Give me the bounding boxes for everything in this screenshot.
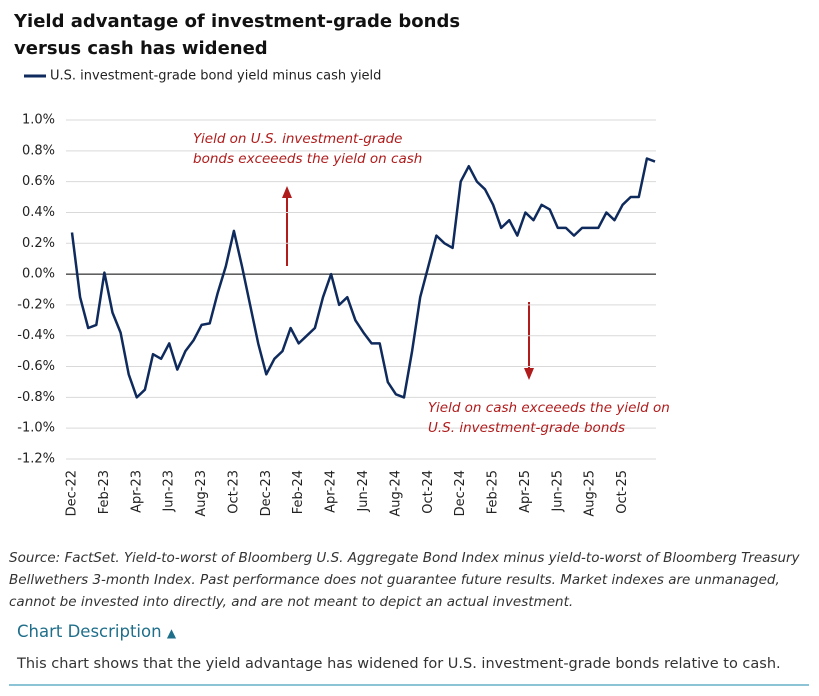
x-tick-label: Oct-25 [615, 470, 630, 514]
y-tick-label: 0.8% [22, 143, 55, 158]
annotation: U.S. investment-grade bonds [428, 420, 625, 436]
divider [9, 684, 809, 686]
annotation: Yield on cash exceeeds the yield on [428, 400, 670, 416]
y-tick-label: 1.0% [22, 113, 55, 128]
x-tick-label: Apr-24 [324, 470, 339, 513]
y-tick-label: -0.2% [17, 297, 55, 312]
y-tick-label: 0.2% [22, 236, 55, 251]
x-tick-label: Jun-25 [550, 470, 565, 513]
y-tick-label: 0.4% [22, 205, 55, 220]
legend-label: U.S. investment-grade bond yield minus c… [50, 69, 381, 84]
x-tick-label: Feb-24 [291, 470, 306, 514]
series-line [70, 157, 656, 399]
chart: -1.2% -1.0% -0.8% -0.6% -0.4% -0.2% 0.0% 0.2% 0.… [17, 69, 670, 517]
x-tick-label: Apr-25 [518, 470, 533, 513]
description-heading[interactable]: Chart Description [17, 622, 162, 641]
x-tick-label: Oct-24 [421, 470, 436, 514]
x-tick-label: Dec-24 [453, 470, 468, 516]
y-tick-label: -1.0% [17, 421, 55, 436]
x-tick-label: Jun-23 [162, 470, 177, 513]
y-tick-label: 0.0% [22, 267, 55, 282]
y-tick-label: 0.6% [22, 174, 55, 189]
annotation: Yield on U.S. investment-grade [193, 131, 402, 147]
y-tick-label: -1.2% [17, 452, 55, 467]
x-tick-label: Aug-23 [194, 470, 209, 517]
y-tick-label: -0.8% [17, 390, 55, 405]
arrow-up-head [282, 186, 292, 198]
annotation: bonds exceeeds the yield on cash [193, 151, 422, 167]
y-tick-label: -0.6% [17, 359, 55, 374]
caret[interactable]: ▲ [166, 626, 177, 640]
y-tick-label: -0.4% [17, 328, 55, 343]
x-tick-label: Apr-23 [129, 470, 144, 513]
arrow-down-head [524, 368, 534, 380]
x-tick-label: Oct-23 [226, 470, 241, 514]
x-tick-label: Aug-25 [583, 470, 598, 517]
x-tick-label: Dec-23 [259, 470, 274, 516]
x-tick-label: Feb-23 [97, 470, 112, 514]
chart-title: Yield advantage of investment-grade bond… [14, 11, 461, 59]
x-tick-label: Dec-22 [65, 470, 80, 516]
source-note: Source: FactSet. Yield-to-worst of Bloom… [9, 550, 800, 610]
x-tick-label: Feb-25 [486, 470, 501, 514]
x-tick-label: Jun-24 [356, 470, 371, 513]
x-tick-label: Aug-24 [388, 470, 403, 517]
description: This chart shows that the yield advantag… [17, 656, 781, 672]
description-toggle[interactable]: Chart Description ▲ [17, 622, 176, 641]
